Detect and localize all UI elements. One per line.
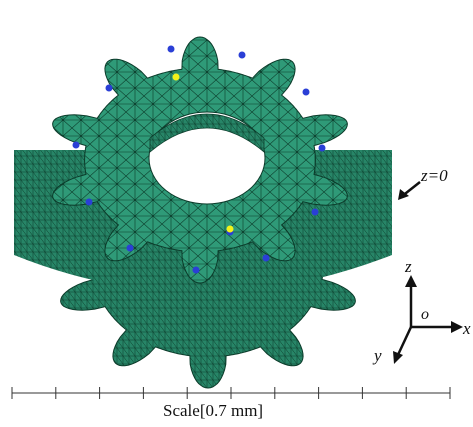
scale-bar bbox=[11, 387, 451, 399]
x-axis-label: x bbox=[462, 319, 471, 338]
sensor-node-blue bbox=[302, 88, 310, 96]
z-axis-label: z bbox=[404, 257, 412, 276]
sensor-node-blue bbox=[85, 198, 93, 206]
sensor-node-blue bbox=[126, 244, 134, 252]
sensor-node-blue bbox=[262, 254, 270, 262]
coordinate-axes: z x y o bbox=[372, 257, 471, 365]
center-bore bbox=[148, 111, 266, 205]
plane-label: z=0 bbox=[420, 166, 448, 185]
sensor-node-blue bbox=[311, 208, 319, 216]
sensor-node-blue bbox=[167, 45, 175, 53]
sensor-node-blue bbox=[238, 51, 246, 59]
sensor-node-blue bbox=[318, 144, 326, 152]
sensor-node-yellow bbox=[226, 225, 234, 233]
z-arrow-head bbox=[405, 275, 417, 287]
origin-label: o bbox=[421, 306, 429, 323]
scale-label: Scale[0.7 mm] bbox=[163, 401, 263, 420]
plane-indicator: z=0 bbox=[398, 166, 448, 200]
bore-inner-wall bbox=[149, 113, 265, 153]
y-arrow-head bbox=[393, 351, 403, 364]
sensor-node-yellow bbox=[172, 73, 180, 81]
sensor-node-blue bbox=[192, 266, 200, 274]
x-arrow-head bbox=[451, 321, 463, 333]
y-axis-label: y bbox=[372, 346, 382, 365]
sensor-node-blue bbox=[105, 84, 113, 92]
sensor-nodes bbox=[72, 45, 326, 274]
sensor-node-blue bbox=[72, 141, 80, 149]
